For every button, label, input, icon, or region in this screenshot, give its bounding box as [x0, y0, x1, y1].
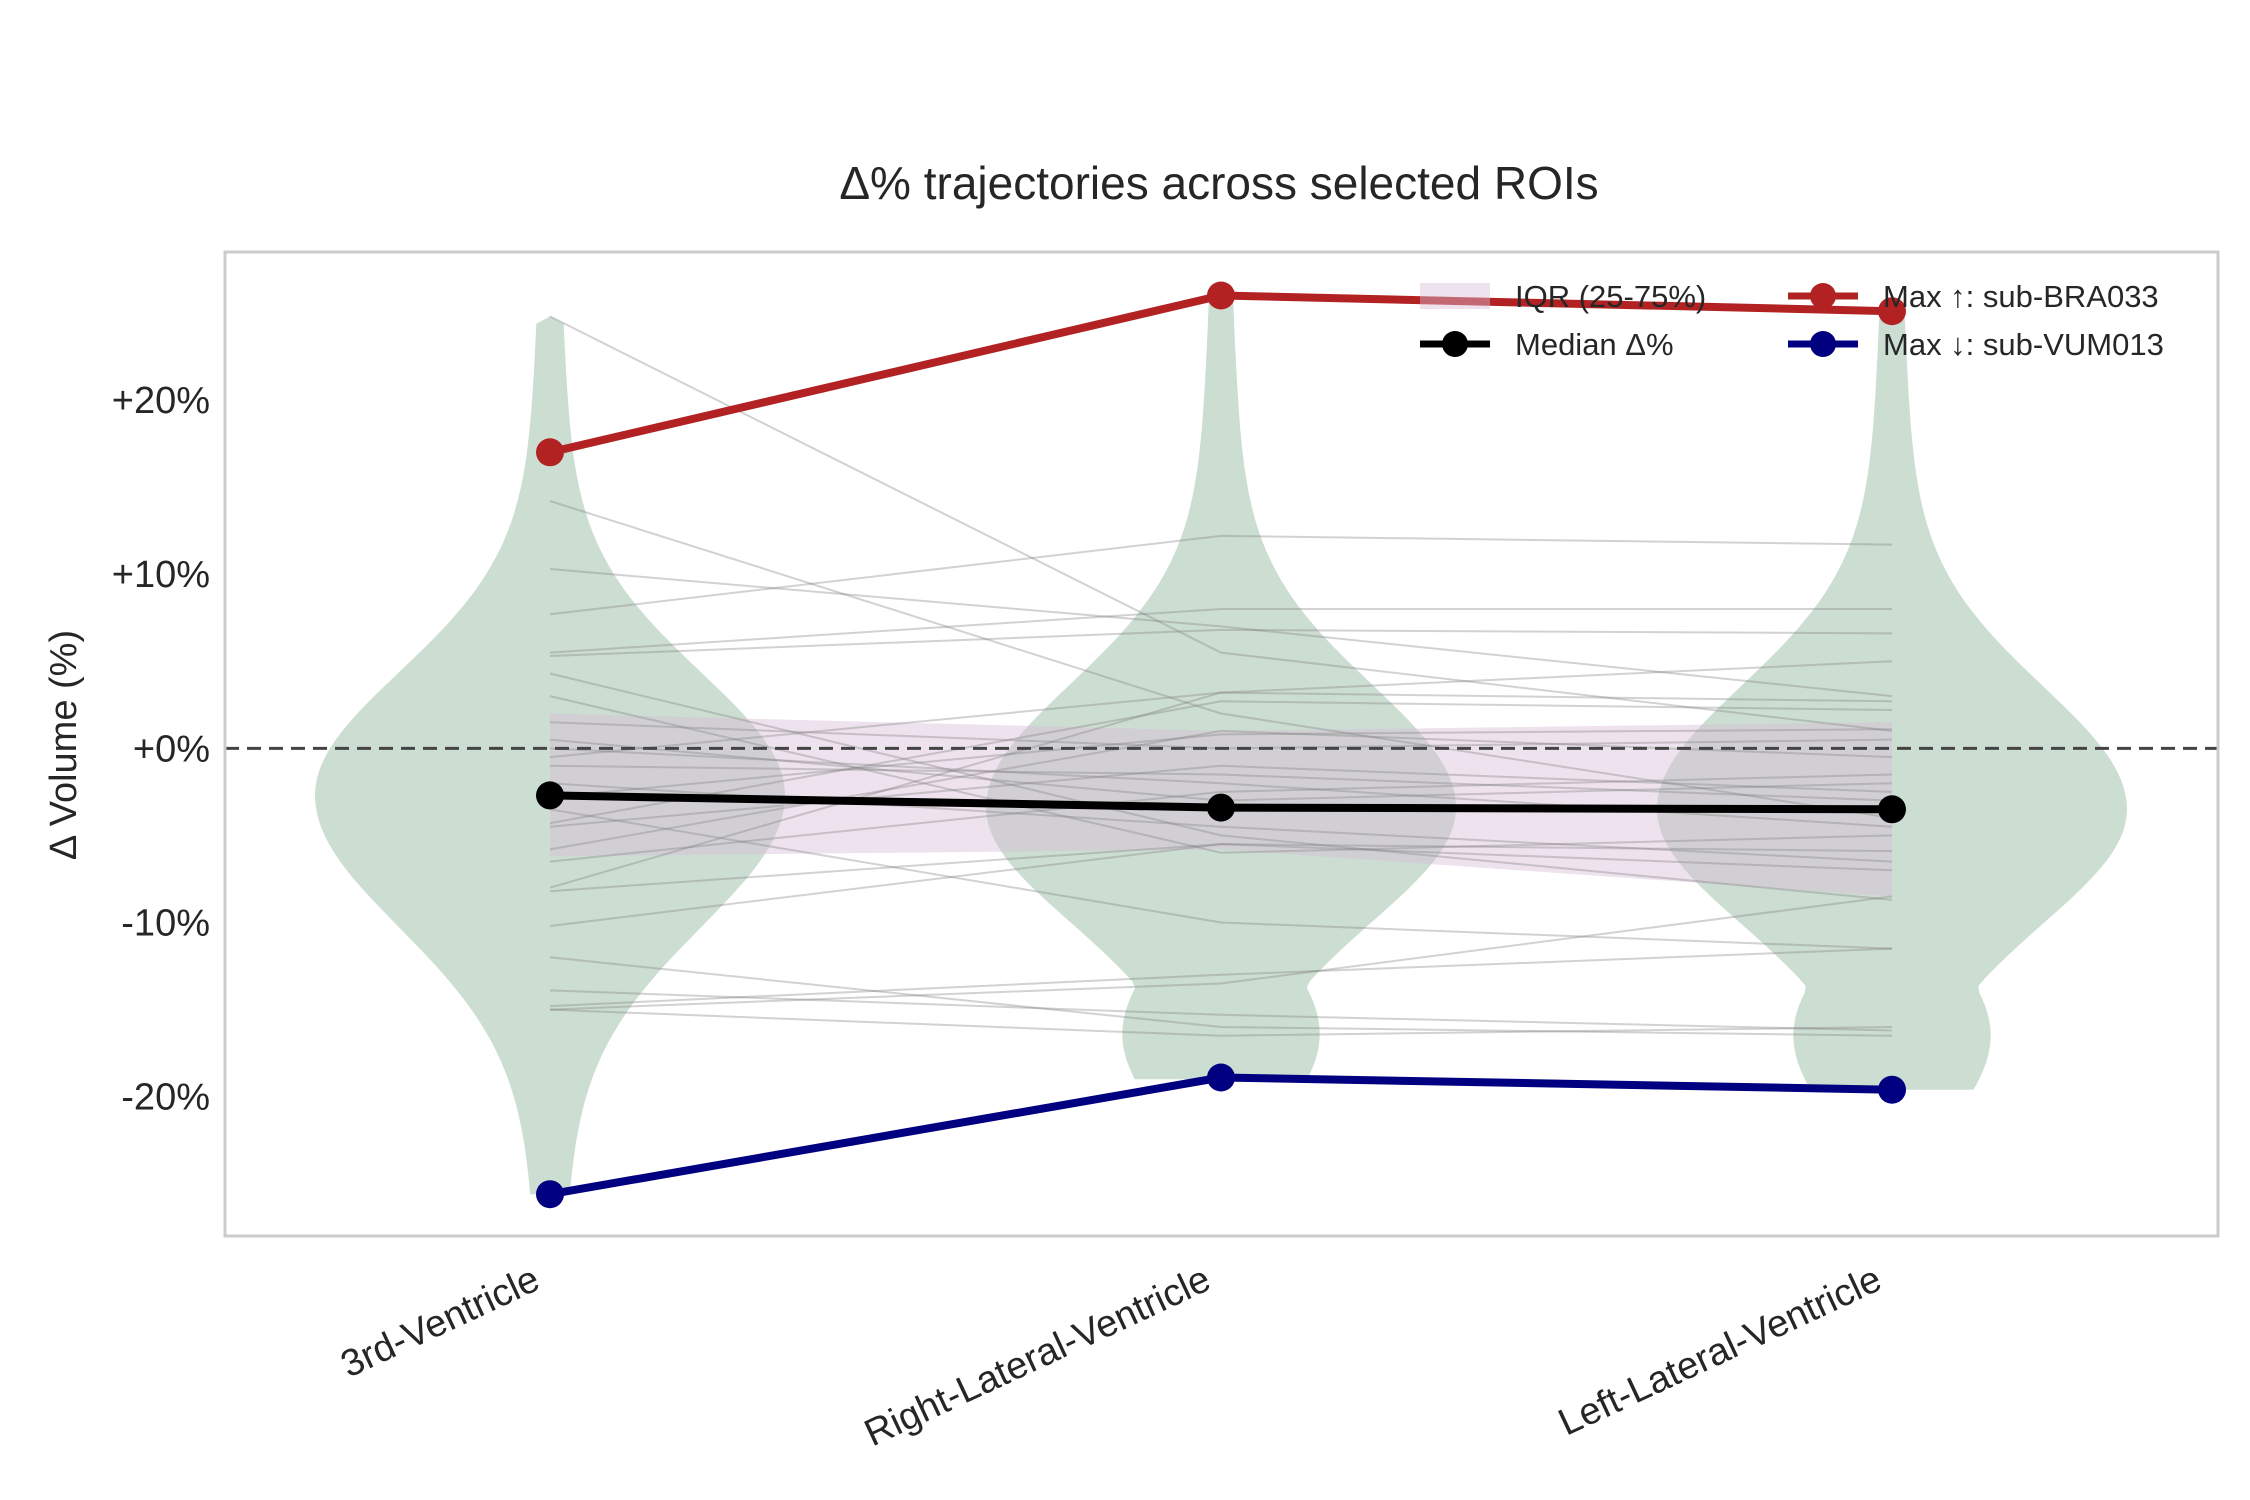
subject-trajectory-27 — [549, 773, 1893, 863]
y-tick-label: +0% — [133, 728, 210, 770]
subject-trajectory-23 — [549, 660, 1893, 759]
subject-trajectory-6 — [549, 628, 1893, 657]
y-axis-label: Δ Volume (%) — [43, 630, 85, 860]
subject-trajectory-12 — [549, 843, 1893, 893]
median-series-point — [1878, 795, 1906, 824]
legend-max-increase-label: Max ↑: sub-BRA033 — [1883, 279, 2159, 314]
legend-max-decrease-label: Max ↓: sub-VUM013 — [1883, 327, 2164, 362]
max-increase-series-point — [1207, 281, 1235, 310]
subject-trajectory-19 — [549, 1008, 1893, 1037]
median-series-point — [1207, 793, 1235, 822]
violin-3rd-ventricle — [315, 316, 785, 1195]
legend-median-label: Median Δ% — [1515, 327, 1674, 362]
subject-trajectory-26 — [549, 695, 1893, 854]
subject-trajectory-2 — [549, 500, 1893, 819]
subject-trajectory-5 — [549, 608, 1892, 654]
max-decrease-series — [536, 1063, 1906, 1209]
y-tick-label: +20% — [112, 380, 210, 422]
subject-trajectory-7 — [549, 672, 1893, 901]
legend-median-marker — [1442, 331, 1468, 357]
max-increase-series — [536, 281, 1906, 467]
subject-trajectory-1 — [549, 315, 1893, 732]
median-series — [536, 781, 1906, 824]
subject-trajectory-8 — [549, 728, 1893, 799]
max-decrease-series-point — [1878, 1075, 1906, 1104]
y-tick-label: +10% — [112, 554, 210, 596]
legend-max-increase-marker — [1810, 283, 1836, 309]
plot-frame — [223, 250, 2220, 1238]
plot-inner — [225, 281, 2218, 1209]
subject-trajectory-4 — [549, 534, 1893, 616]
y-tick-label: -10% — [121, 903, 210, 945]
subject-trajectory-14 — [549, 843, 1893, 927]
legend-max-decrease-marker — [1810, 331, 1836, 357]
max-increase-series-point — [1878, 297, 1906, 326]
max-decrease-series-point — [1207, 1063, 1235, 1092]
subject-trajectory-25 — [549, 764, 1893, 828]
subject-trajectory-16 — [549, 989, 1893, 1032]
max-decrease-series-point — [536, 1180, 564, 1209]
subject-trajectory-9 — [549, 808, 1893, 950]
legend-iqr-swatch — [1420, 283, 1490, 309]
max-increase-series-point — [536, 438, 564, 467]
subject-trajectory-18 — [549, 895, 1893, 1011]
median-series-point — [536, 781, 564, 810]
subject-trajectory-13 — [549, 691, 1893, 889]
subject-trajectory-21 — [549, 764, 1893, 802]
violin-right-lateral-ventricle — [986, 295, 1456, 1080]
subject-trajectory-3 — [549, 568, 1893, 698]
legend-iqr-label: IQR (25-75%) — [1515, 279, 1706, 314]
y-tick-label: -20% — [121, 1077, 210, 1119]
subject-trajectory-17 — [549, 947, 1893, 1008]
subject-trajectory-15 — [549, 956, 1893, 1037]
subject-trajectory-10 — [549, 700, 1893, 825]
chart-title: Δ% trajectories across selected ROIs — [839, 157, 1598, 209]
violin-left-lateral-ventricle — [1657, 311, 2127, 1090]
legend: IQR (25-75%) Median Δ% Max ↑: sub-BRA033 Ma… — [1420, 279, 2164, 362]
